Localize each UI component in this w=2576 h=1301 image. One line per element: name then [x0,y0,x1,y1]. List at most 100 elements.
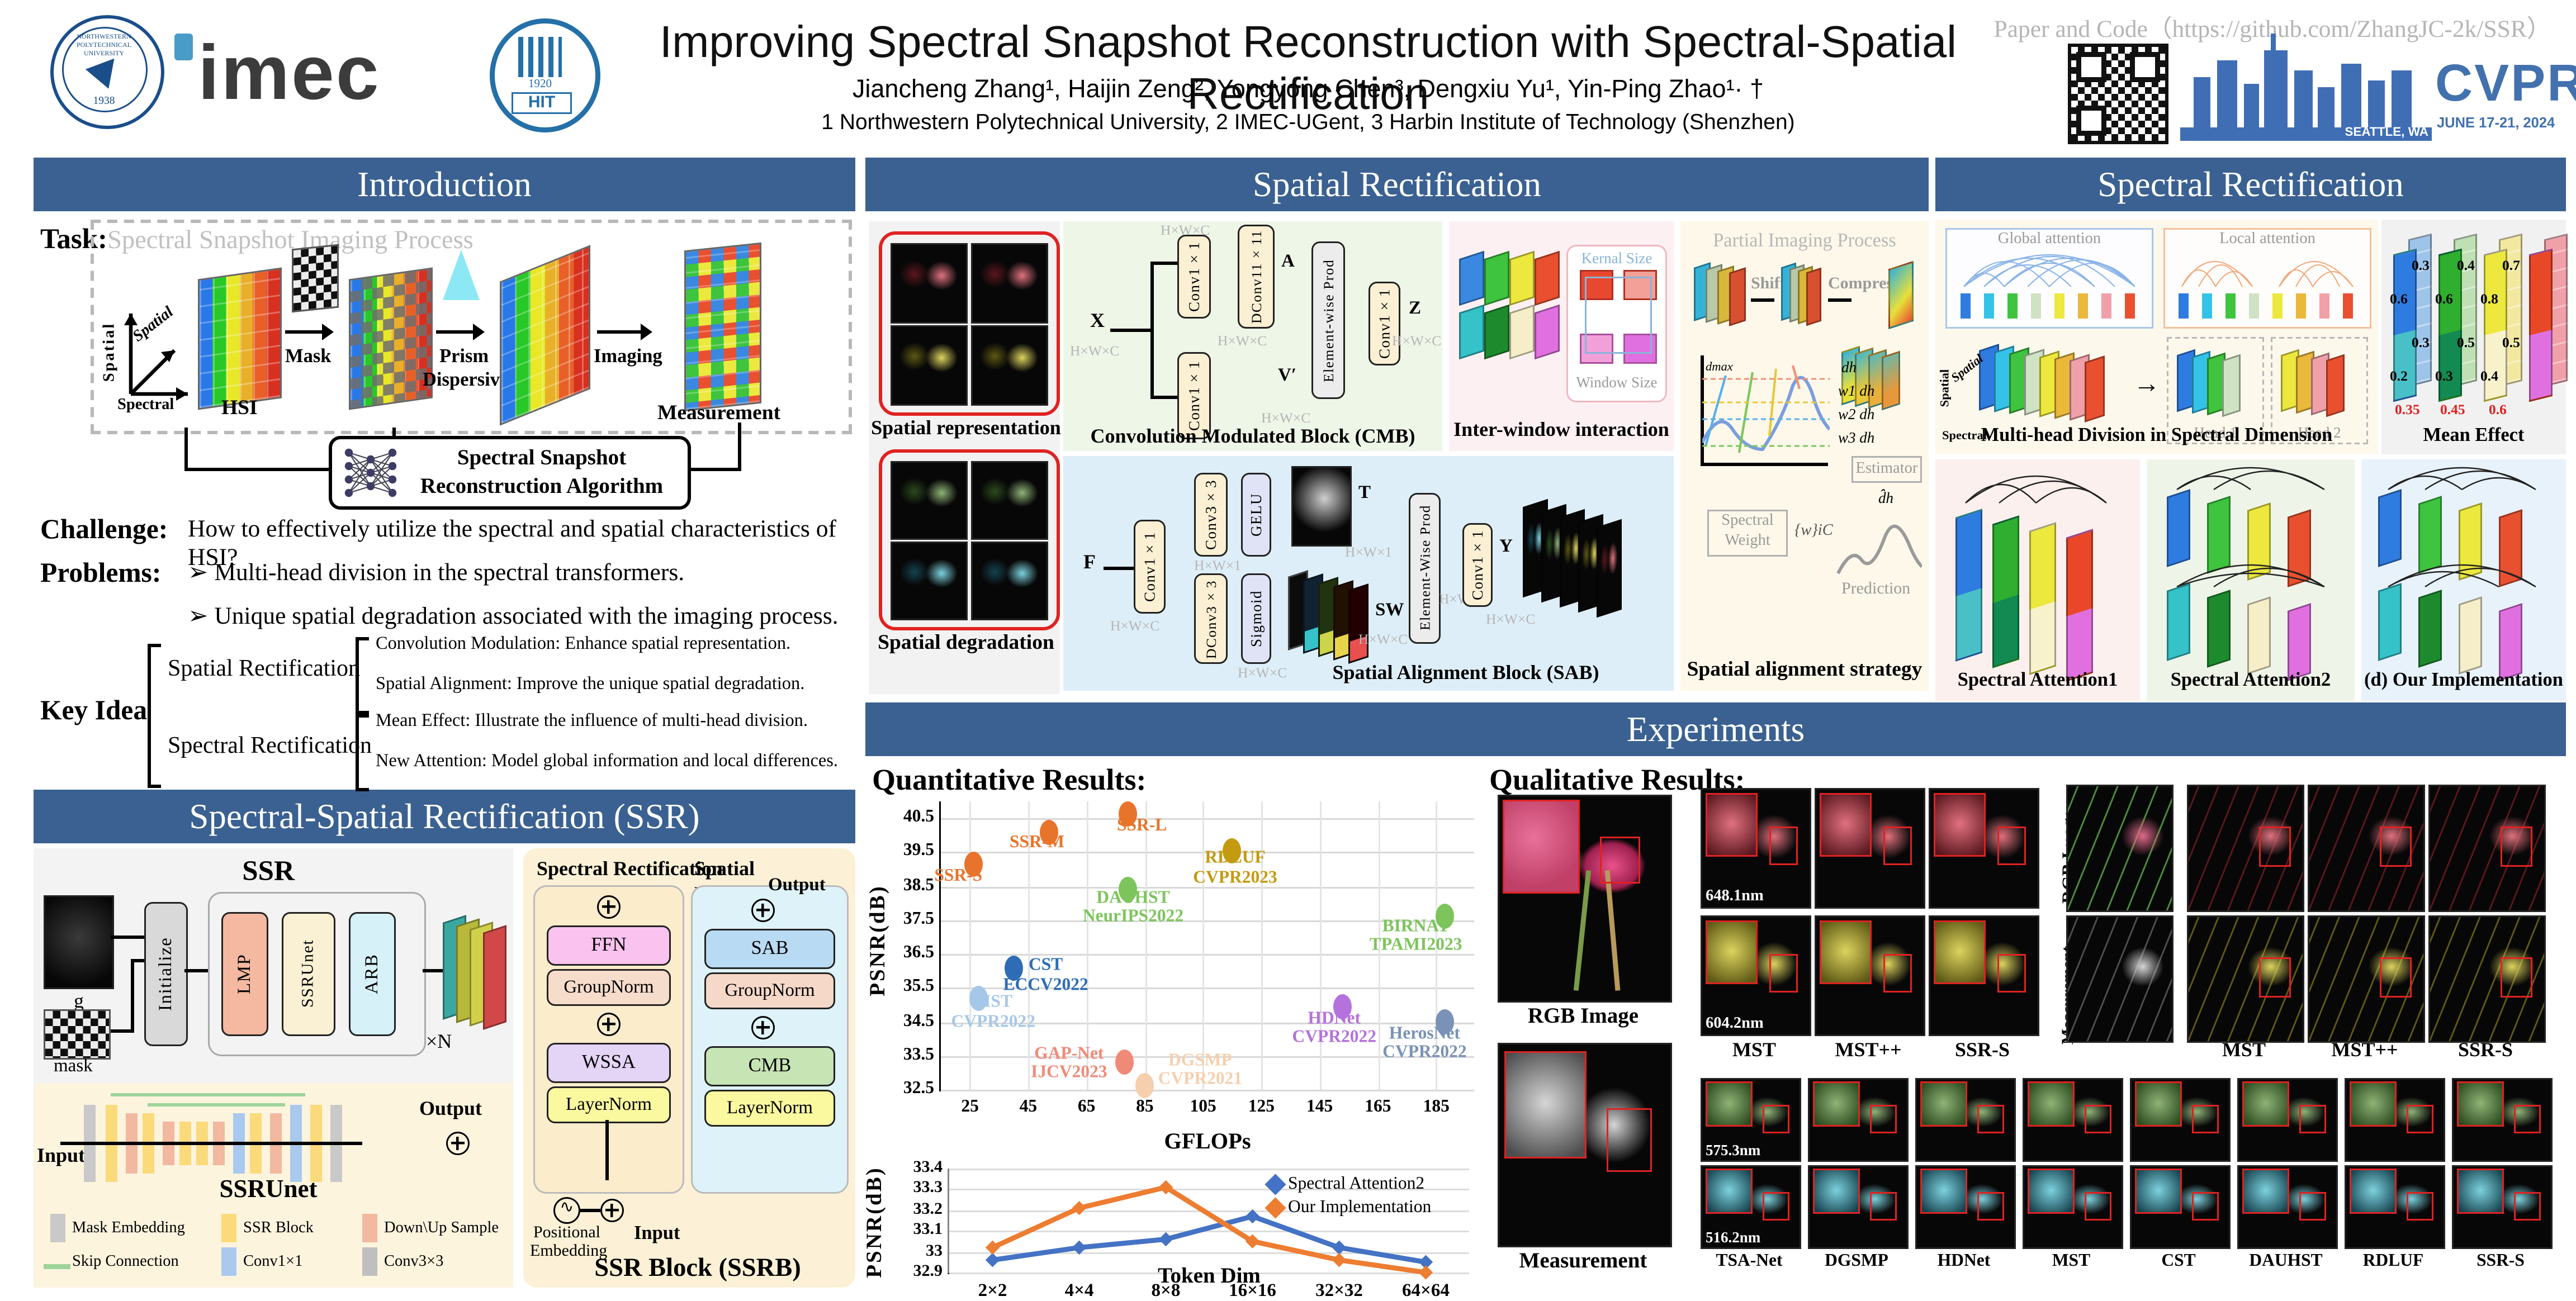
branch-spatial-rectification: Spatial Rectification [168,657,361,682]
pip-dhat: d̂h [1878,490,1893,506]
mean-c3-v1: 0.7 [2502,257,2520,273]
line-series-svg [985,1180,1433,1280]
y-tick-label: 34.5 [903,1012,934,1031]
imaging-process-box: Spectral Snapshot Imaging Process Spatia… [91,220,852,434]
sab-sw-stack [1288,567,1368,664]
grid-line-x [1144,801,1147,1090]
y-tick-label: 33.4 [913,1158,943,1177]
key-idea-brace [148,644,161,788]
groupA-method-mstpp: MST++ [1835,1038,1902,1061]
problem-1: ➢ Multi-head division in the spectral tr… [188,560,685,587]
grid-line-y [941,1090,1474,1091]
qual-pine-red-mst [2187,785,2304,912]
x-tick-label: 185 [1423,1098,1450,1117]
section-header-spatial: Spatial Rectification [865,158,1929,211]
groupB-method-mst: MST [2222,1038,2266,1061]
sab-gelu: GELU [1241,473,1271,557]
y-tick-label: 32.9 [913,1262,943,1281]
qual-516-dgsmp [1808,1165,1909,1249]
qual-648-ssrs [1929,788,2039,909]
degr-image-4 [971,542,1048,620]
cmb-conv1x1-out: Conv1×1 [1368,282,1400,365]
sab-sigmoid: Sigmoid [1241,573,1271,664]
mean-c2-v2: 0.6 [2435,290,2453,307]
legend-skip-connection: Skip Connection [72,1254,179,1271]
output-plane-4 [483,925,506,1030]
local-attention-label: Local attention [2219,231,2315,248]
cmb-z-label: Z [1409,298,1422,319]
qual-648-mstpp [1815,788,1925,909]
sa2-arcs-top-icon [2176,467,2325,491]
cmb-dim-1: H×W×C [1070,342,1120,359]
bottom-method-7: SSR-S [2476,1252,2525,1271]
unet-bars [60,1090,436,1197]
positional-embedding-icon: ∿ [553,1197,580,1224]
qual-rgb-image [1498,795,1672,1003]
scatter-point-GAP-Net [1115,1050,1134,1075]
grid-line-y [941,920,1474,922]
wavelength-604-label: 604.2nm [1706,1016,1764,1033]
mean-c1-v3: 0.3 [2412,334,2430,350]
x-tick-label: 65 [1077,1098,1096,1117]
mean-c2-v4: 0.3 [2435,367,2453,384]
pip-shifted-stack [1841,345,1909,412]
mean-effect-caption: Mean Effect [2423,426,2525,446]
legend-down-up-swatch [362,1214,377,1242]
hit-logo-year: 1920 [528,77,552,91]
legend-item-Our Implementation: Our Implementation [1265,1195,1476,1219]
category-label: 64×64 [1402,1281,1450,1301]
pip-stack-1 [1694,262,1746,329]
groupB-method-ssrs: SSR-S [2457,1038,2513,1061]
spectral-add2-icon [597,895,621,919]
ssrb-input-label: Input [634,1224,680,1244]
line-ylabel: PSNR(dB) [860,1166,886,1278]
challenge-text: How to effectively utilize the spectral … [188,516,836,572]
partial-imaging-panel: Partial Imaging Process Shift Compress [1680,221,1929,691]
head1-box: Head 1 [2167,337,2264,444]
legend-conv1x1-swatch [221,1247,236,1276]
sab-block: SAB [704,929,835,969]
section-header-spectral: Spectral Rectification [1935,158,2566,211]
interwindow-caption: Inter-window interaction [1453,417,1669,441]
legend-conv3x3: Conv3×3 [384,1254,444,1271]
cvpr-logo: SEATTLE, WA CVPR JUNE 17-21, 2024 [2180,34,2576,144]
pip-dmax: dmax [1706,359,1733,374]
head2-box: Head 2 [2271,337,2368,444]
sab-elementwise-prod: Element-Wise Prod [1409,493,1441,644]
qual-575-ssrs [2452,1078,2553,1162]
mask-input-image [44,1009,111,1060]
spatial-add2-icon [751,899,775,922]
y-tick-label: 37.5 [903,910,934,929]
ssrb-panel: Spectral Rectification Spatial Rectifica… [523,848,855,1288]
qual-516-rdluf [2345,1165,2445,1249]
layernorm-left-block: LayerNorm [547,1086,671,1123]
unet-input-label: Input [37,1143,86,1167]
pip-weight-line2: Weight [1725,533,1770,550]
legend-ssr-block-swatch [221,1214,236,1242]
category-label: 2×2 [978,1281,1007,1301]
branch1-item2: Spatial Alignment: Improve the unique sp… [376,674,805,694]
cvpr-wordmark: CVPR [2435,54,2576,112]
grid-line-y [949,1210,1469,1212]
groupA-method-ssrs: SSR-S [1954,1038,2010,1061]
qual-516-tsanet: 516.2nm [1701,1165,1801,1249]
sab-f-label: F [1083,550,1096,573]
scatter-label-BIRNAT: BIRNAT TPAMI2023 [1369,918,1462,956]
prism-icon [443,250,480,300]
branch2-item2: New Attention: Model global information … [376,751,838,771]
grid-line-x [1319,801,1322,1090]
imaging-process-title: Spectral Snapshot Imaging Process [107,226,473,255]
measurement-label: Measurement [657,401,781,424]
line-series-Our Implementation [991,1184,1427,1275]
axes-icon [124,314,188,401]
unet-output-label: Output [419,1096,482,1120]
y-tick-label: 39.5 [903,842,934,861]
mean-c2-v3: 0.5 [2457,334,2475,350]
mean-c3-v4: 0.4 [2480,367,2498,384]
cmb-block: CMB [704,1046,835,1086]
line-marker [985,1252,1000,1267]
pip-w1dh: w1 dh [1838,382,1875,399]
wavelength-516-label: 516.2nm [1706,1229,1761,1246]
sab-conv1x1-out: Conv1×1 [1462,523,1493,607]
introduction-section: Task: Spectral Snapshot Imaging Process … [34,211,855,791]
